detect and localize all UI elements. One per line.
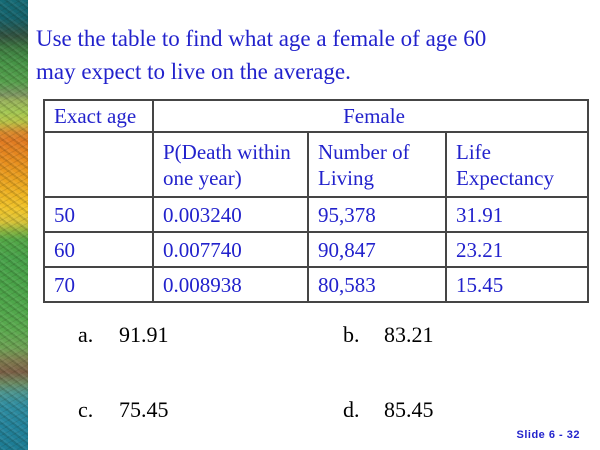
cell-number-living: 95,378 bbox=[307, 196, 447, 233]
cell-age: 60 bbox=[43, 231, 154, 268]
table-row-age-50: 50 0.003240 95,378 31.91 bbox=[43, 196, 589, 233]
option-value: 91.91 bbox=[119, 322, 169, 347]
subheader-number-living: Number of Living bbox=[307, 131, 447, 198]
subheader-p-death: P(Death within one year) bbox=[152, 131, 309, 198]
cell-life-expectancy: 15.45 bbox=[445, 266, 589, 303]
option-value: 83.21 bbox=[384, 322, 434, 347]
table-header-row-sub: P(Death within one year) Number of Livin… bbox=[43, 131, 589, 198]
answer-option-b: b. 83.21 bbox=[343, 322, 434, 348]
cell-p-death: 0.003240 bbox=[152, 196, 309, 233]
cell-number-living: 80,583 bbox=[307, 266, 447, 303]
group-header-cell-female: Female bbox=[152, 99, 589, 133]
cell-p-death: 0.007740 bbox=[152, 231, 309, 268]
option-value: 75.45 bbox=[119, 397, 169, 422]
option-letter: c. bbox=[78, 397, 94, 422]
subheader-life-expectancy: Life Expectancy bbox=[445, 131, 589, 198]
life-expectancy-table: Exact age Female P(Death within one year… bbox=[43, 99, 589, 303]
cell-life-expectancy: 23.21 bbox=[445, 231, 589, 268]
empty-header-cell bbox=[43, 131, 154, 198]
option-letter: a. bbox=[78, 322, 94, 347]
cell-p-death: 0.008938 bbox=[152, 266, 309, 303]
cell-number-living: 90,847 bbox=[307, 231, 447, 268]
cell-age: 50 bbox=[43, 196, 154, 233]
cell-life-expectancy: 31.91 bbox=[445, 196, 589, 233]
slide-title: Use the table to find what age a female … bbox=[36, 26, 487, 84]
table-row-age-70: 70 0.008938 80,583 15.45 bbox=[43, 266, 589, 303]
slide-number-label: Slide 6 - 32 bbox=[516, 429, 580, 441]
option-letter: d. bbox=[343, 397, 360, 422]
answer-option-c: c. 75.45 bbox=[78, 397, 169, 423]
option-letter: b. bbox=[343, 322, 360, 347]
answer-option-a: a. 91.91 bbox=[78, 322, 169, 348]
answer-option-d: d. 85.45 bbox=[343, 397, 434, 423]
corner-header-cell: Exact age bbox=[43, 99, 154, 133]
cell-age: 70 bbox=[43, 266, 154, 303]
option-value: 85.45 bbox=[384, 397, 434, 422]
table-header-row-group: Exact age Female bbox=[43, 99, 589, 133]
table-row-age-60: 60 0.007740 90,847 23.21 bbox=[43, 231, 589, 268]
slide-accent-strip bbox=[0, 0, 28, 450]
